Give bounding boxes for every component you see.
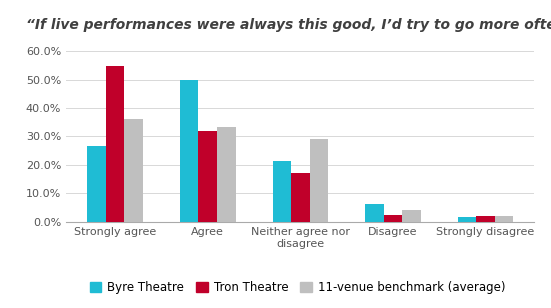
Title: “If live performances were always this good, I’d try to go more often”: “If live performances were always this g…	[26, 18, 551, 32]
Bar	[88, 146, 106, 222]
Bar	[458, 217, 476, 222]
Bar	[273, 161, 291, 222]
Bar	[310, 139, 328, 222]
Bar	[383, 215, 402, 222]
Bar	[217, 127, 235, 222]
Bar	[476, 216, 495, 222]
Bar	[198, 131, 217, 222]
Bar	[402, 210, 420, 222]
Bar	[495, 216, 513, 222]
Bar	[106, 66, 125, 222]
Bar	[180, 79, 198, 222]
Legend: Byre Theatre, Tron Theatre, 11-venue benchmark (average): Byre Theatre, Tron Theatre, 11-venue ben…	[85, 277, 510, 299]
Bar	[365, 204, 383, 222]
Bar	[125, 120, 143, 222]
Bar	[291, 173, 310, 222]
